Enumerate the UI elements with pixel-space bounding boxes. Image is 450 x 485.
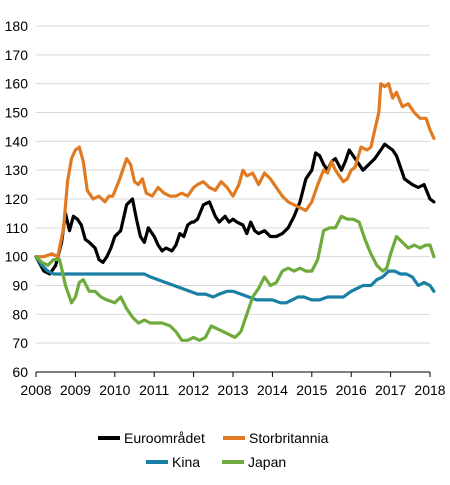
legend-item-storbritannia: Storbritannia xyxy=(223,430,329,446)
x-tick-label: 2017 xyxy=(375,382,406,398)
x-tick-label: 2018 xyxy=(414,382,445,398)
series-line-0 xyxy=(34,142,436,276)
x-tick-label: 2009 xyxy=(60,382,91,398)
legend-item-kina: Kina xyxy=(146,454,200,470)
x-tick-label: 2012 xyxy=(178,382,209,398)
legend-item-euroomradet: Euroområdet xyxy=(98,430,205,446)
y-tick-label: 130 xyxy=(5,162,29,178)
legend-label-japan: Japan xyxy=(248,454,286,470)
y-tick-label: 140 xyxy=(5,133,29,149)
legend-label-storbritannia: Storbritannia xyxy=(249,430,329,446)
legend: Euroområdet Storbritannia Kina Japan xyxy=(98,430,329,470)
series-line-3 xyxy=(34,214,436,342)
y-tick-label: 170 xyxy=(5,47,29,63)
y-tick-label: 100 xyxy=(5,249,29,265)
x-axis-tick-labels: 2008 2009 2010 2011 2012 2013 2014 2015 2016 2017… xyxy=(20,372,446,398)
x-tick-label: 2010 xyxy=(99,382,130,398)
y-tick-label: 160 xyxy=(5,76,29,92)
y-tick-label: 70 xyxy=(12,335,28,351)
y-tick-label: 120 xyxy=(5,191,29,207)
x-tick-label: 2013 xyxy=(217,382,248,398)
x-tick-label: 2008 xyxy=(20,382,51,398)
y-axis-tick-labels: 60 70 80 90 100 110 120 130 140 150 160 170 180 xyxy=(5,18,29,380)
y-tick-label: 180 xyxy=(5,18,29,34)
series-lines xyxy=(34,82,436,342)
x-tick-label: 2016 xyxy=(336,382,367,398)
legend-label-euroomradet: Euroområdet xyxy=(124,430,205,446)
x-tick-label: 2014 xyxy=(257,382,288,398)
x-tick-label: 2015 xyxy=(296,382,327,398)
legend-label-kina: Kina xyxy=(172,454,200,470)
y-tick-label: 110 xyxy=(6,220,29,236)
gridlines xyxy=(36,25,430,344)
x-tick-label: 2011 xyxy=(139,382,169,398)
y-tick-label: 60 xyxy=(12,364,28,380)
series-line-1 xyxy=(34,82,436,259)
y-tick-label: 150 xyxy=(5,105,29,121)
legend-item-japan: Japan xyxy=(222,454,286,470)
y-tick-label: 80 xyxy=(12,306,28,322)
y-tick-label: 90 xyxy=(12,278,28,294)
